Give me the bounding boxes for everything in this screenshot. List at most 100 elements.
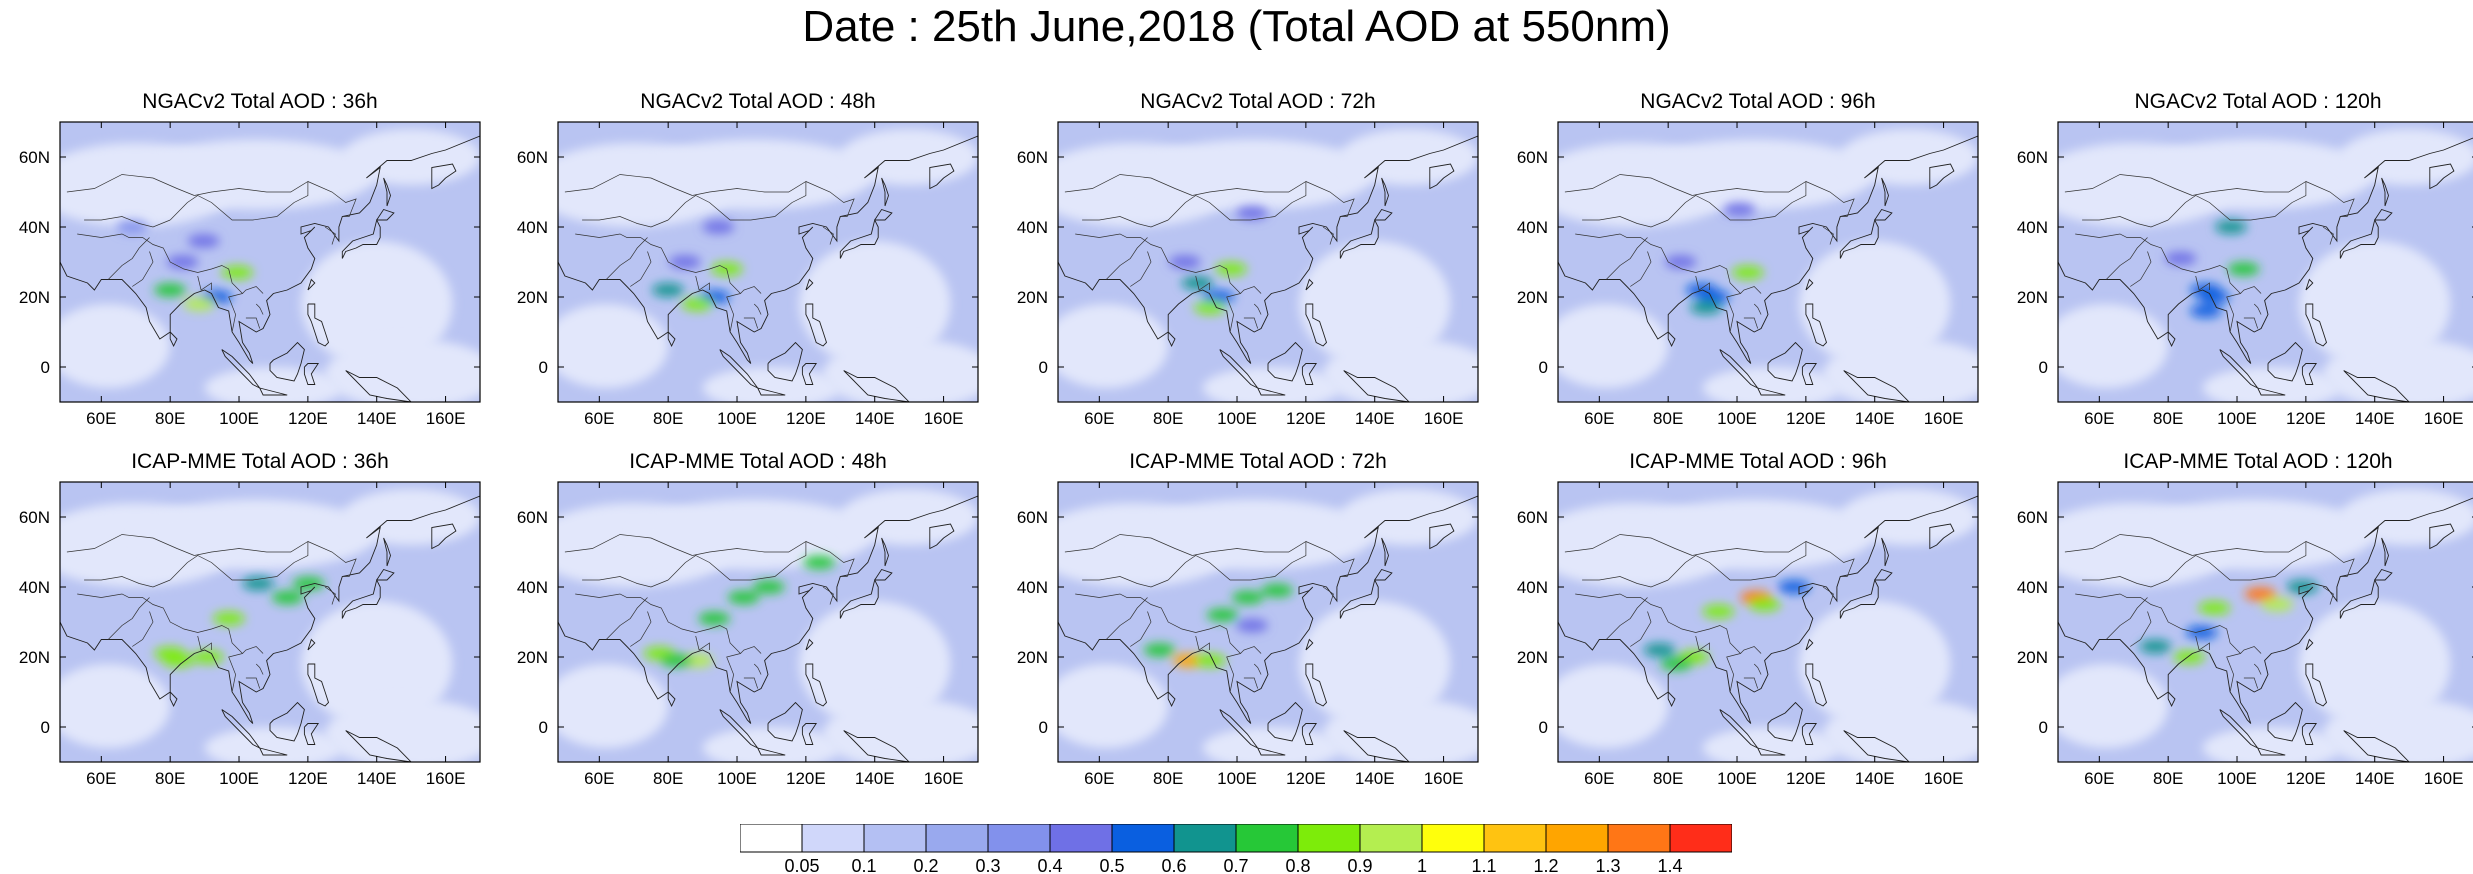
clean-air-region [2340, 489, 2473, 545]
coastline [881, 177, 889, 207]
lat-tick-label: 60N [1017, 508, 1048, 527]
lat-tick-label: 0 [41, 358, 50, 377]
aod-hotspot [2261, 597, 2294, 612]
clean-air-region [325, 699, 480, 762]
coastline [345, 370, 412, 402]
country-border [228, 653, 243, 693]
country-border [2253, 663, 2262, 675]
aod-map: 60E 80E 100E 120E 140E 160E 60N 40N 20N 0 [19, 121, 481, 428]
aod-hotspot [681, 297, 714, 311]
country-border [575, 593, 762, 654]
country-border [132, 251, 154, 287]
hotspot-layer [2139, 580, 2319, 664]
lat-tick-label: 20N [2017, 648, 2048, 667]
aod-hotspot [242, 576, 275, 591]
lat-tick-label: 60N [1017, 148, 1048, 167]
coastline [1219, 709, 1259, 749]
country-border [66, 174, 195, 196]
coastline [2339, 578, 2379, 619]
country-border [2322, 226, 2334, 245]
country-border [630, 251, 652, 287]
coastline [1429, 163, 1455, 190]
coastline [1805, 303, 1828, 347]
lon-tick-label: 120E [2286, 409, 2326, 428]
clean-air-region [823, 699, 978, 762]
lat-tick-label: 0 [1039, 358, 1048, 377]
clean-air-region [1323, 339, 1478, 402]
aod-hotspot [2227, 262, 2260, 276]
aod-hotspot [652, 283, 685, 297]
country-border [255, 663, 264, 675]
coastline [1719, 709, 1759, 749]
lon-tick-label: 100E [717, 769, 757, 788]
map-panel: ICAP-MME Total AOD : 96h 60E 80E 100E 120E 14… [1517, 450, 1979, 810]
clean-air-region [2323, 339, 2473, 402]
coastline [558, 135, 978, 364]
coastline [60, 135, 480, 364]
map-frame [2057, 481, 2473, 763]
panel-title: NGACv2 Total AOD : 72h [1140, 90, 1376, 113]
lon-tick-label: 80E [1653, 409, 1683, 428]
country-border [667, 180, 807, 221]
lon-tick-label: 140E [1855, 409, 1895, 428]
coastline [874, 208, 893, 221]
country-border [822, 226, 834, 245]
coastline [1305, 638, 1314, 651]
aod-map: 60E 80E 100E 120E 140E 160E 60N 40N 20N 0 [19, 481, 481, 788]
clean-air-region [60, 664, 171, 748]
lon-tick-label: 60E [86, 769, 116, 788]
country-border [2064, 174, 2193, 196]
coastline [269, 701, 305, 742]
country-border [743, 317, 759, 329]
lat-tick-label: 20N [1017, 288, 1048, 307]
map-field [1558, 122, 1978, 402]
map-panel: ICAP-MME Total AOD : 36h 60E 80E 100E 120E 14… [19, 450, 481, 810]
clean-air-region [1340, 129, 1478, 185]
map-frame [1557, 121, 1979, 403]
lat-tick-label: 0 [2039, 718, 2048, 737]
clean-air-region [1133, 499, 1375, 570]
clean-air-region [702, 727, 841, 762]
country-border [1322, 586, 1334, 605]
clean-air-region [60, 304, 171, 388]
colorbar-swatch [1421, 824, 1485, 853]
coastline [2381, 177, 2389, 207]
clean-air-region [2298, 601, 2451, 727]
coastline [1339, 218, 1379, 259]
country-border [1105, 597, 1148, 640]
aod-hotspot [1168, 255, 1201, 269]
lon-tick-label: 140E [855, 409, 895, 428]
colorbar-swatch [925, 824, 989, 853]
coastline [2305, 278, 2314, 291]
clean-air-region [1058, 664, 1169, 748]
aod-hotspot [154, 283, 187, 297]
country-border [1082, 216, 1169, 228]
colorbar-label: 0.05 [784, 856, 819, 874]
coastline [2305, 638, 2314, 651]
lat-tick-label: 60N [517, 508, 548, 527]
coastline [2167, 691, 2176, 708]
colorbar-label: 1.4 [1657, 856, 1682, 874]
coastline [1757, 387, 1786, 396]
lon-tick-label: 160E [2424, 409, 2464, 428]
coastline [801, 723, 818, 745]
clean-air-region [2133, 139, 2375, 210]
panel-title: ICAP-MME Total AOD : 96h [1629, 450, 1887, 473]
coastline [303, 723, 320, 745]
coastline [307, 638, 316, 651]
clean-air-region [2298, 241, 2451, 367]
country-border [2082, 576, 2169, 588]
country-border [630, 611, 652, 647]
colorbar-swatch [1173, 824, 1237, 853]
colorbar-swatch [1359, 824, 1423, 853]
lat-tick-label: 60N [517, 148, 548, 167]
lon-tick-label: 160E [1424, 409, 1464, 428]
aod-hotspot [2173, 650, 2206, 664]
panel-title: ICAP-MME Total AOD : 72h [1129, 450, 1387, 473]
aod-hotspot [2198, 601, 2231, 615]
coastline [767, 701, 803, 742]
coastline [431, 523, 457, 550]
country-border [2167, 540, 2307, 581]
coastline [2381, 537, 2389, 567]
colorbar-label: 0.4 [1037, 856, 1062, 874]
